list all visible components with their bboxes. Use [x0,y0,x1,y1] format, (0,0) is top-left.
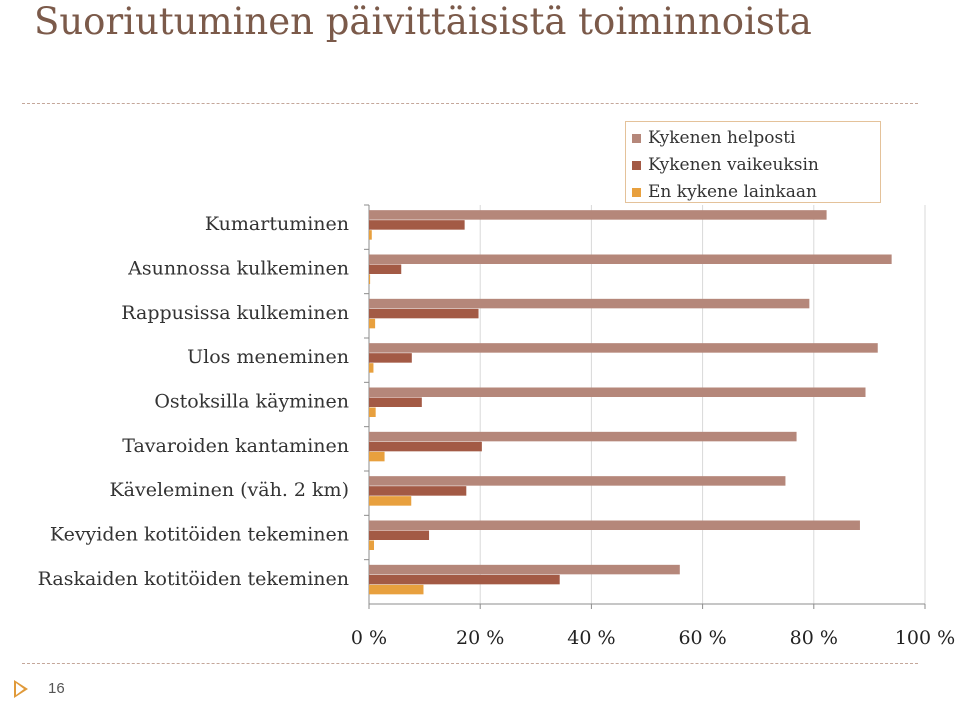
legend-swatch-helposti [632,134,641,143]
title-divider [22,103,918,104]
bar-vaikeuksin [369,530,430,540]
x-tick-label: 0 % [351,627,387,649]
legend-label: En kykene lainkaan [648,182,817,202]
legend-label: Kykenen vaikeuksin [648,155,819,175]
x-tick-label: 60 % [678,627,726,649]
bar-ei-kykene [369,274,371,284]
category-label: Asunnossa kulkeminen [127,258,349,280]
category-label: Ostoksilla käyminen [154,391,349,413]
bar-helposti [369,476,786,486]
bar-ei-kykene [369,318,376,329]
bar-ei-kykene [369,407,376,417]
bar-vaikeuksin [369,486,467,496]
category-label: Kevyiden kotitöiden tekeminen [50,524,349,546]
footer-arrow-icon [14,680,28,698]
legend-item-ei-kykene: En kykene lainkaan [632,179,880,206]
category-label: Tavaroiden kantaminen [122,435,349,457]
x-tick-label: 20 % [456,627,504,649]
bar-vaikeuksin [369,441,482,452]
bar-vaikeuksin [369,308,479,319]
bar-ei-kykene [369,540,375,550]
bar-vaikeuksin [369,220,465,230]
bar-ei-kykene [369,496,412,506]
legend-item-helposti: Kykenen helposti [632,125,880,152]
bar-vaikeuksin [369,397,422,407]
bar-helposti [369,298,810,309]
category-label: Raskaiden kotitöiden tekeminen [38,568,349,590]
category-label: Ulos meneminen [187,346,349,368]
page-number: 16 [48,680,65,697]
bar-ei-kykene [369,230,372,240]
legend-label: Kykenen helposti [648,128,796,148]
legend-swatch-vaikeuksin [632,161,641,170]
chart-legend: Kykenen helposti Kykenen vaikeuksin En k… [625,121,881,203]
category-label: Rappusissa kulkeminen [121,302,349,324]
bar-ei-kykene [369,451,385,462]
category-label: Käveleminen (väh. 2 km) [109,479,349,501]
bar-vaikeuksin [369,353,412,363]
category-label: Kumartuminen [205,213,349,235]
x-tick-label: 100 % [895,627,955,649]
legend-swatch-ei-kykene [632,188,641,197]
bar-helposti [369,387,866,397]
x-tick-label: 40 % [567,627,615,649]
bar-ei-kykene [369,363,374,373]
bar-helposti [369,210,827,220]
bar-helposti [369,343,878,353]
x-tick-label: 80 % [790,627,838,649]
footer-divider [22,663,918,664]
bar-ei-kykene [369,584,424,595]
slide-title: Suoriutuminen päivittäisistä toiminnoist… [34,0,812,43]
bar-helposti [369,431,797,442]
bar-helposti [369,564,680,575]
bar-vaikeuksin [369,264,402,274]
legend-item-vaikeuksin: Kykenen vaikeuksin [632,152,880,179]
bar-vaikeuksin [369,574,560,585]
bar-helposti [369,254,892,264]
bar-helposti [369,520,860,530]
